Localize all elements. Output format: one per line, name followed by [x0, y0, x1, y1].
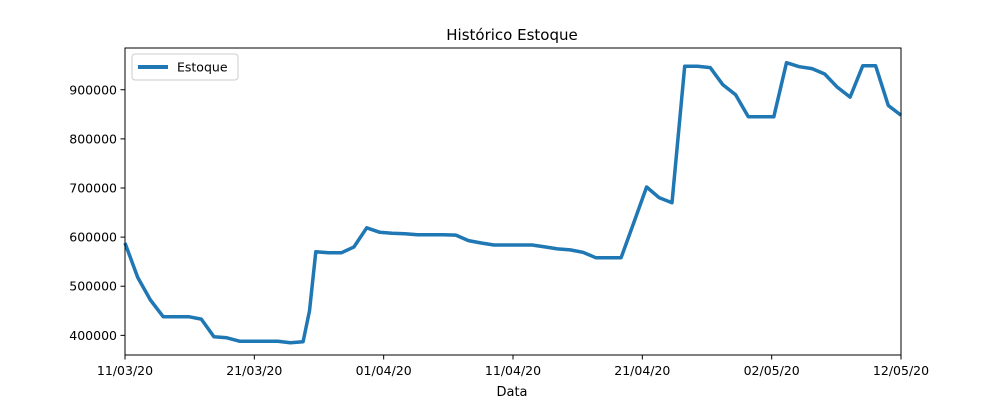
x-tick-label: 11/04/20	[485, 363, 541, 378]
x-tick-label: 01/04/20	[356, 363, 412, 378]
legend: Estoque	[131, 53, 239, 81]
y-tick-label: 700000	[69, 180, 117, 195]
x-tick-label: 11/03/20	[97, 363, 153, 378]
x-tick-label: 21/04/20	[614, 363, 670, 378]
y-tick-label: 900000	[69, 82, 117, 97]
series-layer	[123, 60, 903, 345]
x-tick-label: 02/05/20	[744, 363, 800, 378]
y-tick-label: 400000	[69, 328, 117, 343]
x-axis-label: Data	[496, 385, 527, 400]
chart-title: Histórico Estoque	[446, 26, 577, 44]
series-line-estoque	[123, 60, 903, 345]
y-axis: 400000 500000 600000 700000 800000 900000	[69, 82, 125, 343]
x-tick-label: 21/03/20	[226, 363, 282, 378]
plot-area-frame	[124, 47, 902, 356]
x-axis: 11/03/20 21/03/20 01/04/20 11/04/20 21/04/20…	[97, 355, 929, 378]
y-tick-label: 600000	[69, 230, 117, 245]
y-tick-label: 500000	[69, 279, 117, 294]
y-tick-label: 800000	[69, 131, 117, 146]
legend-box	[131, 53, 239, 81]
legend-label-estoque: Estoque	[177, 60, 228, 75]
x-tick-label: 12/05/20	[873, 363, 929, 378]
